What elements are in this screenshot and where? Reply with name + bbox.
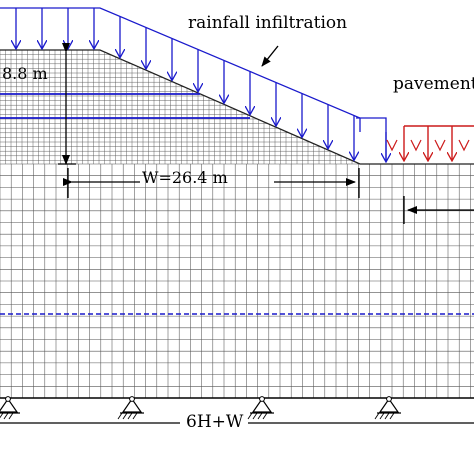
foundation-mesh <box>0 163 474 399</box>
pavement-label: pavement <box>393 74 474 94</box>
rainfall-label: rainfall infiltration <box>188 13 347 33</box>
pavement-chevron-2 <box>434 139 446 152</box>
base-width-label: 6H+W <box>186 412 244 432</box>
pin-support-icon <box>247 396 274 420</box>
pavement-chevron-3 <box>458 139 470 152</box>
pavement-chevron-0 <box>386 139 398 152</box>
rainfall-arrows <box>0 7 386 161</box>
width-label: W=26.4 m <box>142 168 228 187</box>
pavement-chevron-1 <box>410 139 422 152</box>
pin-support-icon <box>374 396 401 420</box>
rainfall-envelope <box>0 7 361 132</box>
embankment-mesh <box>0 49 358 164</box>
pavement-arrows <box>386 125 474 160</box>
pin-support-icon <box>0 396 20 420</box>
water-level-lines <box>0 93 474 315</box>
finite-element-mesh <box>0 49 474 399</box>
dimension-lines <box>0 43 474 424</box>
height-label: 8.8 m <box>2 64 48 83</box>
rainfall-pointer <box>261 45 279 67</box>
pin-support-icon <box>117 396 144 420</box>
support-icons <box>0 396 401 420</box>
embankment-surface-outline <box>0 49 474 165</box>
